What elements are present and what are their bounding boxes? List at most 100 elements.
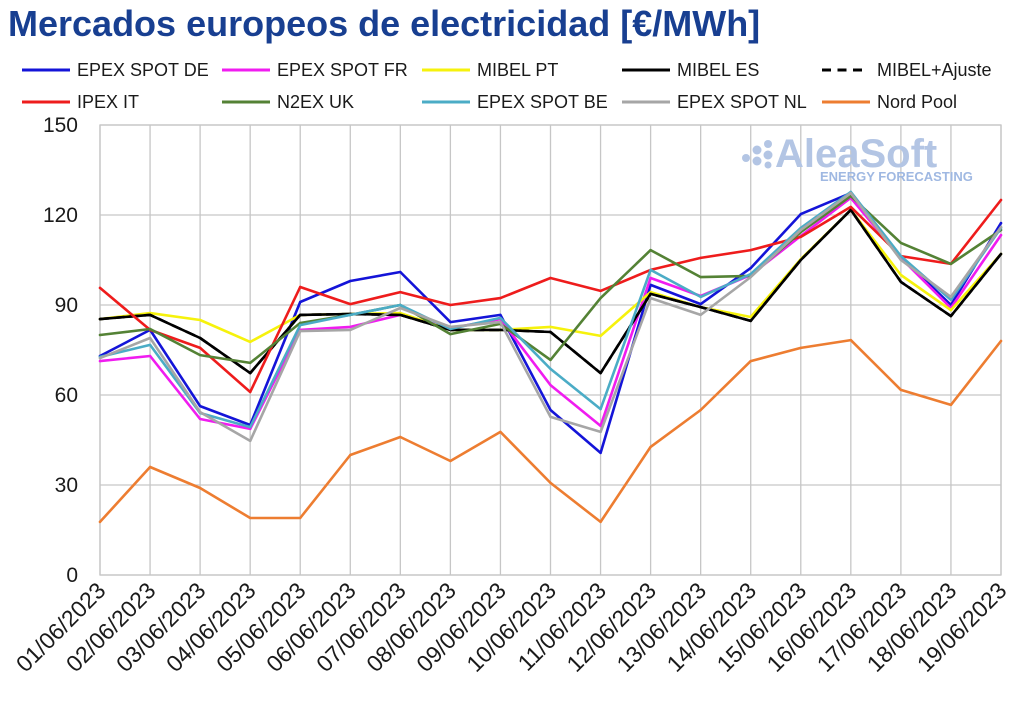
y-tick-label: 0 [66,564,78,587]
data-point-epex-spot-be [349,313,352,317]
data-point-nord-pool [599,520,602,524]
y-tick-label: 90 [55,294,78,317]
data-point-epex-spot-nl [749,275,752,279]
data-point-n2ex-uk [198,353,202,357]
data-point-epex-spot-de [499,313,502,317]
data-point-epex-spot-nl [349,328,352,332]
data-point-ipex-it [549,276,552,280]
y-tick-label: 120 [43,204,78,227]
data-point-epex-spot-nl [499,320,502,324]
data-point-mibel-pt [749,315,752,319]
data-point-epex-spot-be [148,343,152,347]
data-point-n2ex-uk [148,327,152,331]
data-point-epex-spot-de [449,320,452,324]
data-point-epex-spot-de [699,302,702,306]
data-point-ipex-it [349,302,352,306]
legend-item-epex-spot-fr: EPEX SPOT FR [222,60,408,80]
series-line-mibel-ajuste [98,208,1003,375]
legend-label: EPEX SPOT DE [77,60,209,80]
data-point-epex-spot-be [749,272,752,276]
data-point-ipex-it [849,205,852,209]
data-point-epex-spot-de [198,404,202,408]
data-point-epex-spot-be [899,254,903,258]
legend-item-epex-spot-nl: EPEX SPOT NL [622,92,807,112]
data-point-ipex-it [249,390,252,394]
data-point-epex-spot-nl [999,225,1003,229]
data-point-epex-spot-nl [699,313,702,317]
data-point-ipex-it [299,285,302,289]
plot-frame [99,124,1002,576]
data-point-ipex-it [999,198,1003,202]
legend-item-mibel-pt: MIBEL PT [422,60,558,80]
data-point-epex-spot-nl [98,356,102,360]
data-point-epex-spot-fr [98,359,102,363]
data-point-nord-pool [799,346,802,350]
aleasoft-logo: AleaSoft ENERGY FORECASTING [742,132,973,184]
legend-label: Nord Pool [877,92,957,112]
data-point-epex-spot-de [649,283,652,287]
logo-wordmark: AleaSoft [775,132,937,176]
data-point-ipex-it [699,256,702,260]
data-point-epex-spot-fr [349,325,352,329]
data-point-mibel-pt [649,290,652,294]
data-point-nord-pool [849,338,852,342]
data-point-epex-spot-fr [148,354,152,358]
data-point-epex-spot-be [699,295,702,299]
legend-label: EPEX SPOT FR [277,60,408,80]
data-point-nord-pool [98,520,102,524]
data-point-mibel-pt [249,340,252,344]
legend-label: MIBEL PT [477,60,558,80]
legend-item-epex-spot-be: EPEX SPOT BE [422,92,608,112]
data-point-n2ex-uk [649,248,652,252]
data-point-nord-pool [399,435,402,439]
data-point-epex-spot-fr [999,233,1003,237]
data-point-ipex-it [599,289,602,293]
data-point-epex-spot-de [999,221,1003,225]
y-tick-label: 150 [43,114,78,137]
y-tick-label: 30 [55,474,78,497]
data-point-n2ex-uk [949,262,953,266]
data-point-nord-pool [449,459,452,463]
data-point-epex-spot-nl [399,306,402,310]
data-point-n2ex-uk [299,321,302,325]
series-epex-spot-nl [98,191,1003,443]
data-point-epex-spot-be [399,303,402,307]
data-point-nord-pool [349,453,352,457]
legend-label: IPEX IT [77,92,139,112]
data-point-epex-spot-fr [549,383,552,387]
x-axis-tick-labels: 01/06/202302/06/202303/06/202304/06/2023… [11,577,1012,677]
data-point-n2ex-uk [899,241,903,245]
data-point-ipex-it [749,248,752,252]
legend-item-ipex-it: IPEX IT [22,92,139,112]
data-point-ipex-it [499,296,502,300]
data-point-nord-pool [999,339,1003,343]
data-point-epex-spot-nl [198,410,202,414]
data-point-epex-spot-be [249,425,252,429]
legend-label: N2EX UK [277,92,354,112]
data-point-n2ex-uk [699,275,702,279]
data-point-epex-spot-be [299,323,302,327]
data-point-epex-spot-de [549,408,552,412]
data-point-epex-spot-nl [599,430,602,434]
legend-item-n2ex-uk: N2EX UK [222,92,354,112]
data-point-n2ex-uk [549,358,552,362]
data-point-epex-spot-be [549,367,552,371]
data-point-mibel-pt [549,325,552,329]
legend-label: EPEX SPOT BE [477,92,608,112]
data-point-epex-spot-de [349,279,352,283]
data-point-epex-spot-fr [249,427,252,431]
series-mibel-ajuste [98,208,1003,375]
data-point-epex-spot-be [599,407,602,411]
data-point-epex-spot-nl [299,329,302,333]
data-point-nord-pool [749,359,752,363]
data-point-nord-pool [549,481,552,485]
data-point-ipex-it [98,286,102,290]
data-point-epex-spot-fr [198,417,202,421]
data-point-ipex-it [399,290,402,294]
data-point-nord-pool [148,465,152,469]
legend: EPEX SPOT DE EPEX SPOT FR MIBEL PT MIBEL ES… [22,60,992,112]
data-point-epex-spot-fr [649,276,652,280]
data-point-epex-spot-be [949,298,953,302]
data-point-mibel-es [799,258,802,262]
data-point-epex-spot-be [499,316,502,320]
